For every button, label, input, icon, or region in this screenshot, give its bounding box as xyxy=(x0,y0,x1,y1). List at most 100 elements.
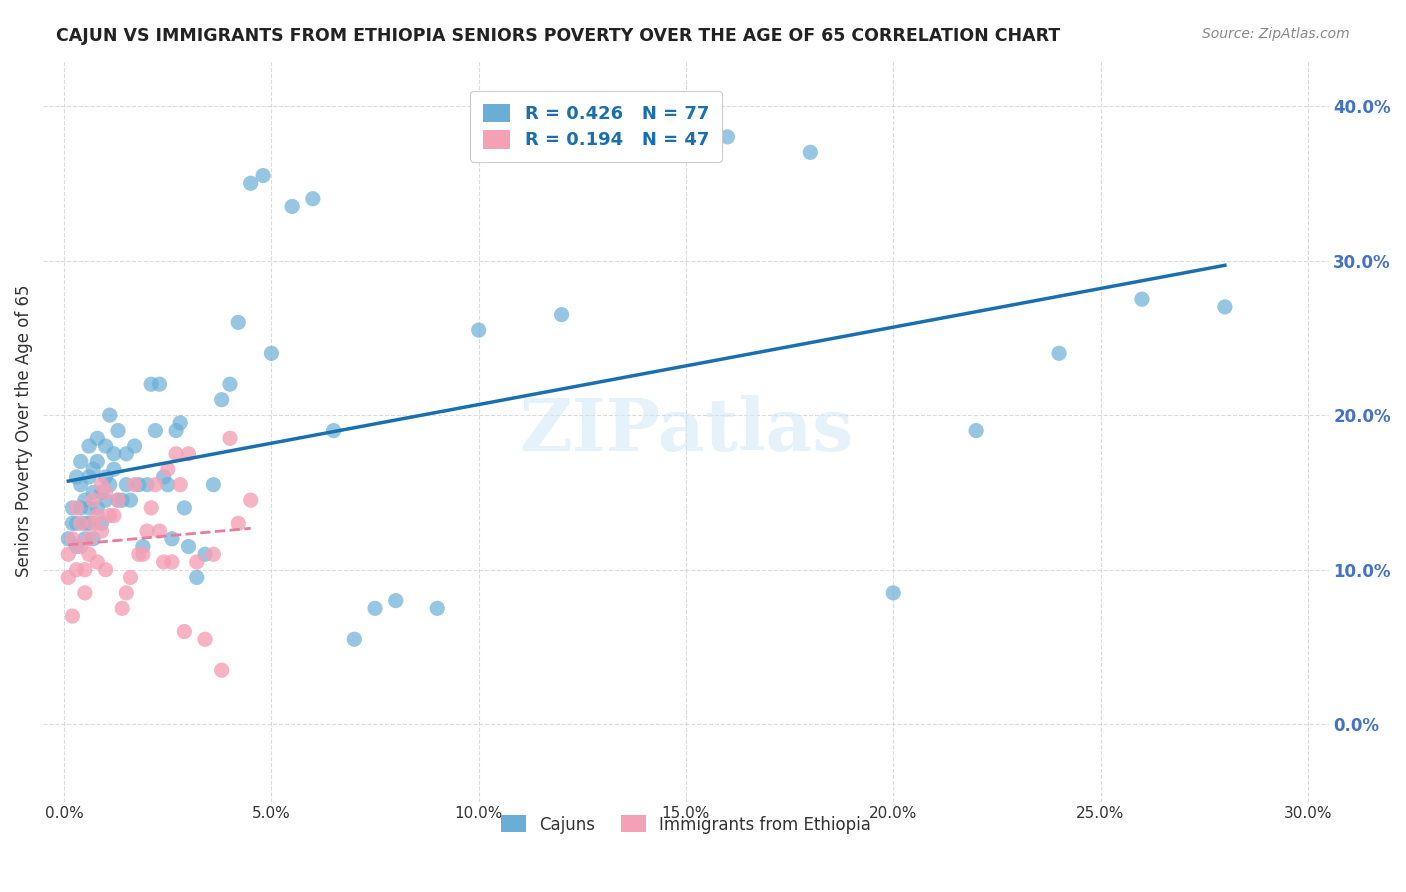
Point xyxy=(94,470,117,484)
Point xyxy=(77,516,100,531)
Legend: Cajuns, Immigrants from Ethiopia: Cajuns, Immigrants from Ethiopia xyxy=(489,804,883,846)
Point xyxy=(69,540,91,554)
Point xyxy=(132,547,155,561)
Point xyxy=(252,169,274,183)
Point xyxy=(90,477,112,491)
Point xyxy=(103,447,125,461)
Point xyxy=(86,500,108,515)
Point xyxy=(156,477,179,491)
Point xyxy=(73,563,96,577)
Point xyxy=(107,493,129,508)
Point xyxy=(120,493,142,508)
Point xyxy=(77,470,100,484)
Point xyxy=(165,447,187,461)
Point xyxy=(202,477,225,491)
Point xyxy=(186,555,208,569)
Point xyxy=(115,477,138,491)
Point xyxy=(103,508,125,523)
Point xyxy=(156,462,179,476)
Point xyxy=(82,462,104,476)
Point xyxy=(194,632,217,647)
Point xyxy=(186,570,208,584)
Point xyxy=(62,500,84,515)
Point xyxy=(73,493,96,508)
Point xyxy=(322,424,344,438)
Point xyxy=(211,663,233,677)
Point xyxy=(107,424,129,438)
Point xyxy=(111,493,134,508)
Point xyxy=(281,199,304,213)
Point xyxy=(103,462,125,476)
Text: CAJUN VS IMMIGRANTS FROM ETHIOPIA SENIORS POVERTY OVER THE AGE OF 65 CORRELATION: CAJUN VS IMMIGRANTS FROM ETHIOPIA SENIOR… xyxy=(56,27,1060,45)
Point xyxy=(965,424,987,438)
Point xyxy=(219,377,242,392)
Point xyxy=(65,470,87,484)
Point xyxy=(58,570,80,584)
Point xyxy=(82,493,104,508)
Point xyxy=(98,508,121,523)
Point xyxy=(115,447,138,461)
Point xyxy=(86,508,108,523)
Point xyxy=(202,547,225,561)
Point xyxy=(169,416,191,430)
Point xyxy=(58,532,80,546)
Point xyxy=(239,493,262,508)
Point xyxy=(86,555,108,569)
Point xyxy=(165,424,187,438)
Point xyxy=(69,500,91,515)
Point xyxy=(169,477,191,491)
Point xyxy=(94,493,117,508)
Point xyxy=(136,477,159,491)
Point xyxy=(799,145,821,160)
Point xyxy=(136,524,159,538)
Point xyxy=(73,516,96,531)
Point xyxy=(384,593,406,607)
Point xyxy=(90,485,112,500)
Point xyxy=(98,408,121,422)
Point xyxy=(716,129,738,144)
Point xyxy=(86,431,108,445)
Point xyxy=(633,145,655,160)
Point xyxy=(1130,292,1153,306)
Y-axis label: Seniors Poverty Over the Age of 65: Seniors Poverty Over the Age of 65 xyxy=(15,285,32,577)
Point xyxy=(128,477,150,491)
Point xyxy=(115,586,138,600)
Point xyxy=(82,532,104,546)
Point xyxy=(124,439,146,453)
Point xyxy=(90,516,112,531)
Point xyxy=(550,308,572,322)
Point xyxy=(211,392,233,407)
Point xyxy=(226,516,249,531)
Point xyxy=(77,439,100,453)
Point xyxy=(152,555,174,569)
Point xyxy=(364,601,387,615)
Point xyxy=(219,431,242,445)
Point xyxy=(120,570,142,584)
Point xyxy=(143,477,166,491)
Point xyxy=(77,500,100,515)
Point xyxy=(177,447,200,461)
Point xyxy=(260,346,283,360)
Point xyxy=(94,485,117,500)
Point xyxy=(148,524,170,538)
Point xyxy=(69,477,91,491)
Point xyxy=(65,500,87,515)
Point xyxy=(94,439,117,453)
Point xyxy=(73,532,96,546)
Point xyxy=(194,547,217,561)
Point xyxy=(65,516,87,531)
Point xyxy=(173,500,195,515)
Point xyxy=(160,555,183,569)
Point xyxy=(467,323,489,337)
Point xyxy=(177,540,200,554)
Point xyxy=(111,601,134,615)
Point xyxy=(343,632,366,647)
Point xyxy=(77,532,100,546)
Point xyxy=(226,315,249,329)
Point xyxy=(65,563,87,577)
Point xyxy=(173,624,195,639)
Point xyxy=(107,493,129,508)
Point xyxy=(143,424,166,438)
Point xyxy=(62,532,84,546)
Point xyxy=(58,547,80,561)
